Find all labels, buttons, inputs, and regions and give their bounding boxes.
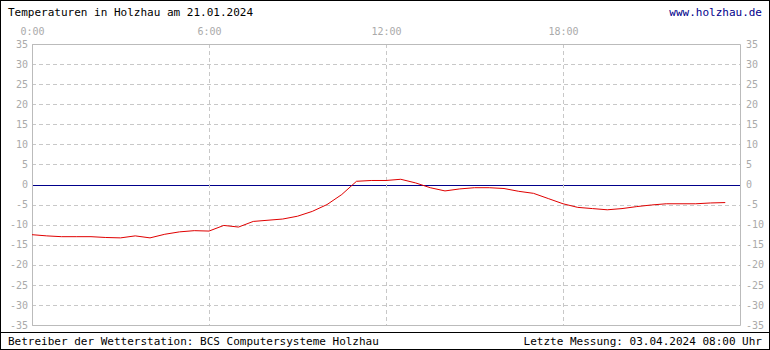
y-tick: 0 xyxy=(22,179,32,190)
y-tick-label: -20 xyxy=(10,259,28,270)
y-tick: 30 xyxy=(16,59,32,70)
y-tick-label: 5 xyxy=(22,159,28,170)
y-tick-label: -35 xyxy=(10,320,28,331)
grid-line-y xyxy=(32,245,740,246)
y-tick: 15 xyxy=(16,119,32,130)
y-tick-label: 15 xyxy=(746,119,758,130)
y-tick: 5 xyxy=(740,159,752,170)
y-tick-label: 25 xyxy=(16,79,28,90)
y-tick-label: 35 xyxy=(746,39,758,50)
grid-line-y xyxy=(32,225,740,226)
y-tick: 35 xyxy=(16,39,32,50)
y-tick: -20 xyxy=(10,259,32,270)
y-tick: -35 xyxy=(740,320,764,331)
grid-line-y xyxy=(32,265,740,266)
y-tick-label: 5 xyxy=(746,159,752,170)
axis-line xyxy=(33,44,741,45)
y-axis-right: -35 -30 -25 -20 -15 -10 -5 0 5 10 15 20 25 30 35 xyxy=(740,39,764,331)
y-tick: -10 xyxy=(10,219,32,230)
y-tick-label: -30 xyxy=(10,300,28,311)
y-tick: -25 xyxy=(740,280,764,291)
grid-line-y xyxy=(32,64,740,65)
y-tick-label: -35 xyxy=(746,320,764,331)
y-tick-label: -5 xyxy=(746,199,758,210)
y-tick: -35 xyxy=(10,320,32,331)
y-tick: -15 xyxy=(10,239,32,250)
y-tick-label: 35 xyxy=(16,39,28,50)
x-tick-label: 6:00 xyxy=(197,26,221,37)
grid-line-y xyxy=(32,84,740,85)
axis-line xyxy=(740,45,741,326)
y-tick: 35 xyxy=(740,39,758,50)
y-tick: 15 xyxy=(740,119,758,130)
grid-line-y xyxy=(32,44,740,45)
y-tick-label: -15 xyxy=(10,239,28,250)
y-tick-label: 0 xyxy=(22,179,28,190)
x-tick-label: 18:00 xyxy=(548,26,578,37)
y-tick-label: 20 xyxy=(16,99,28,110)
y-tick: 20 xyxy=(16,99,32,110)
x-tick: 12:00 xyxy=(371,26,401,44)
y-tick: 10 xyxy=(16,139,32,150)
grid-line-y xyxy=(32,325,740,326)
grid-line-y xyxy=(32,104,740,105)
y-tick-label: 15 xyxy=(16,119,28,130)
grid-line-x xyxy=(563,44,564,325)
axis-line xyxy=(33,325,741,326)
plot-area xyxy=(32,179,725,238)
y-tick-label: -30 xyxy=(746,300,764,311)
footer-left: Betreiber der Wetterstation: BCS Compute… xyxy=(8,335,379,348)
footer-right: Letzte Messung: 03.04.2024 08:00 Uhr xyxy=(524,335,763,348)
x-axis-bottom xyxy=(33,325,741,326)
y-tick-label: 10 xyxy=(746,139,758,150)
y-tick: -10 xyxy=(740,219,764,230)
chart-svg: 0:00 6:00 12:00 18:00 -35 -30 -25 -20 -15 -10 -5 0 5… xyxy=(0,0,770,350)
y-tick: -30 xyxy=(740,300,764,311)
outer-frame xyxy=(1,1,770,350)
y-tick-label: 20 xyxy=(746,99,758,110)
y-tick: 20 xyxy=(740,99,758,110)
y-tick-label: -25 xyxy=(10,280,28,291)
y-tick-label: 10 xyxy=(16,139,28,150)
y-tick-label: -10 xyxy=(746,219,764,230)
y-tick: -5 xyxy=(16,199,32,210)
y-tick: 25 xyxy=(16,79,32,90)
y-tick-label: -15 xyxy=(746,239,764,250)
y-tick: 30 xyxy=(740,59,758,70)
x-tick: 6:00 xyxy=(197,26,221,44)
y-tick-label: 25 xyxy=(746,79,758,90)
temperature-line xyxy=(32,179,725,238)
y-tick: -25 xyxy=(10,280,32,291)
grid-line-x xyxy=(209,44,210,325)
grid xyxy=(32,44,740,326)
footer-separator xyxy=(0,332,770,333)
y-tick-label: 30 xyxy=(16,59,28,70)
y-tick: 10 xyxy=(740,139,758,150)
y-tick: -5 xyxy=(740,199,758,210)
grid-line-x xyxy=(32,44,33,325)
y-tick: -20 xyxy=(740,259,764,270)
header-link: www.holzhau.de xyxy=(669,6,762,19)
x-tick: 18:00 xyxy=(548,26,578,44)
x-tick-label: 12:00 xyxy=(371,26,401,37)
y-tick-label: 0 xyxy=(746,179,752,190)
y-axis-left: -35 -30 -25 -20 -15 -10 -5 0 5 10 15 20 25 30 35 xyxy=(10,39,33,331)
x-tick-label: 0:00 xyxy=(20,26,44,37)
y-tick: 0 xyxy=(740,179,752,190)
y-tick-label: -10 xyxy=(10,219,28,230)
y-tick-label: 30 xyxy=(746,59,758,70)
y-tick: -15 xyxy=(740,239,764,250)
title: Temperaturen in Holzhau am 21.01.2024 xyxy=(8,6,253,19)
y-tick: 5 xyxy=(22,159,32,170)
y-tick-label: -5 xyxy=(16,199,28,210)
axis-line xyxy=(32,45,33,326)
y-tick-label: -20 xyxy=(746,259,764,270)
y-tick-label: -25 xyxy=(746,280,764,291)
y-tick: -30 xyxy=(10,300,32,311)
x-axis: 0:00 6:00 12:00 18:00 xyxy=(20,26,740,45)
y-tick: 25 xyxy=(740,79,758,90)
grid-line-x xyxy=(386,44,387,325)
